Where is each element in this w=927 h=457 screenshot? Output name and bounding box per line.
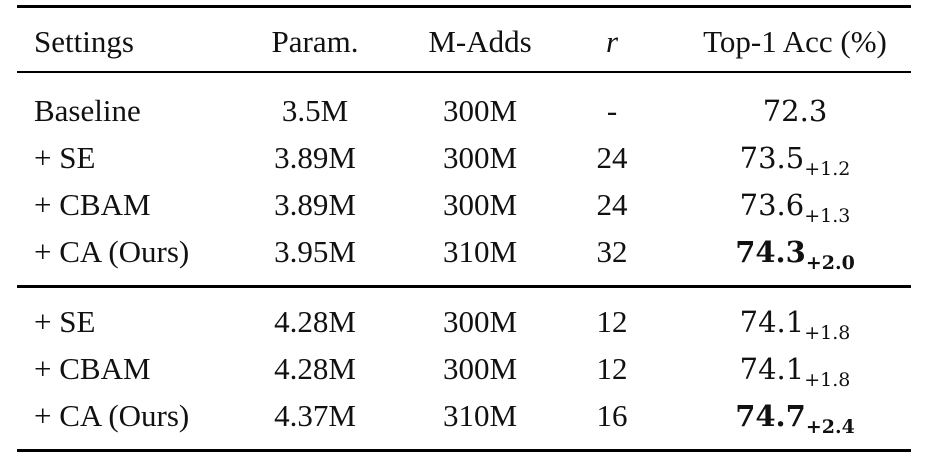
madds-cell: 310M (442, 398, 518, 433)
madds-cell: 300M (442, 93, 518, 128)
acc-delta: +2.4 (805, 416, 855, 438)
madds-cell: 300M (442, 351, 518, 386)
r-cell: - (606, 93, 618, 128)
acc-value: 74.7 (735, 399, 806, 433)
r-cell: 24 (596, 140, 628, 175)
header-rule (17, 71, 911, 73)
table-row: + CA (Ours) 4.37M 310M 16 74.7+2.4 (0, 393, 927, 439)
acc-value: 74.1 (739, 305, 805, 339)
setting-cell: + CA (Ours) (34, 398, 190, 433)
acc-cell: 74.7+2.4 (680, 393, 910, 439)
param-cell: 3.95M (274, 234, 356, 269)
header-madds: M-Adds (428, 24, 532, 59)
acc-delta: +1.8 (804, 369, 851, 391)
r-cell: 12 (596, 351, 628, 386)
setting-cell: + SE (34, 304, 96, 339)
setting-cell: Baseline (34, 93, 141, 128)
madds-cell: 300M (442, 304, 518, 339)
header-settings: Settings (34, 24, 134, 59)
acc-cell: 74.1+1.8 (680, 299, 910, 345)
param-cell: 3.89M (274, 187, 356, 222)
bottom-rule (17, 449, 911, 452)
table-row: + CBAM 4.28M 300M 12 74.1+1.8 (0, 346, 927, 392)
acc-delta: +1.3 (804, 205, 851, 227)
acc-cell: 73.6+1.3 (680, 182, 910, 228)
madds-cell: 300M (442, 140, 518, 175)
param-cell: 3.5M (281, 93, 349, 128)
table-row: Baseline 3.5M 300M - 72.3 (0, 88, 927, 134)
group-rule (17, 285, 911, 288)
param-cell: 4.37M (274, 398, 356, 433)
madds-cell: 310M (442, 234, 518, 269)
setting-cell: + CBAM (34, 351, 151, 386)
r-cell: 12 (596, 304, 628, 339)
header-r: r (605, 24, 619, 59)
param-cell: 4.28M (274, 304, 356, 339)
param-cell: 4.28M (274, 351, 356, 386)
header-acc: Top-1 Acc (%) (703, 24, 887, 59)
acc-value: 73.6 (739, 188, 805, 222)
acc-value: 74.1 (739, 352, 805, 386)
setting-cell: + SE (34, 140, 96, 175)
acc-value: 74.3 (735, 235, 806, 269)
acc-cell: 73.5+1.2 (680, 135, 910, 181)
r-cell: 32 (596, 234, 628, 269)
table-row: + SE 3.89M 300M 24 73.5+1.2 (0, 135, 927, 181)
table-row: + SE 4.28M 300M 12 74.1+1.8 (0, 299, 927, 345)
acc-cell: 72.3 (680, 88, 910, 134)
r-cell: 16 (596, 398, 628, 433)
header-param: Param. (271, 24, 359, 59)
setting-cell: + CA (Ours) (34, 234, 190, 269)
acc-delta: +2.0 (805, 252, 855, 274)
acc-cell: 74.3+2.0 (680, 229, 910, 275)
acc-delta: +1.2 (804, 158, 851, 180)
top-rule (17, 5, 911, 8)
acc-cell: 74.1+1.8 (680, 346, 910, 392)
table-row: + CBAM 3.89M 300M 24 73.6+1.3 (0, 182, 927, 228)
acc-value: 73.5 (739, 141, 805, 175)
acc-value: 72.3 (762, 94, 828, 128)
acc-delta: +1.8 (804, 322, 851, 344)
r-cell: 24 (596, 187, 628, 222)
header-row: Settings Param. M-Adds r Top-1 Acc (%) (0, 19, 927, 65)
table-row: + CA (Ours) 3.95M 310M 32 74.3+2.0 (0, 229, 927, 275)
setting-cell: + CBAM (34, 187, 151, 222)
madds-cell: 300M (442, 187, 518, 222)
param-cell: 3.89M (274, 140, 356, 175)
